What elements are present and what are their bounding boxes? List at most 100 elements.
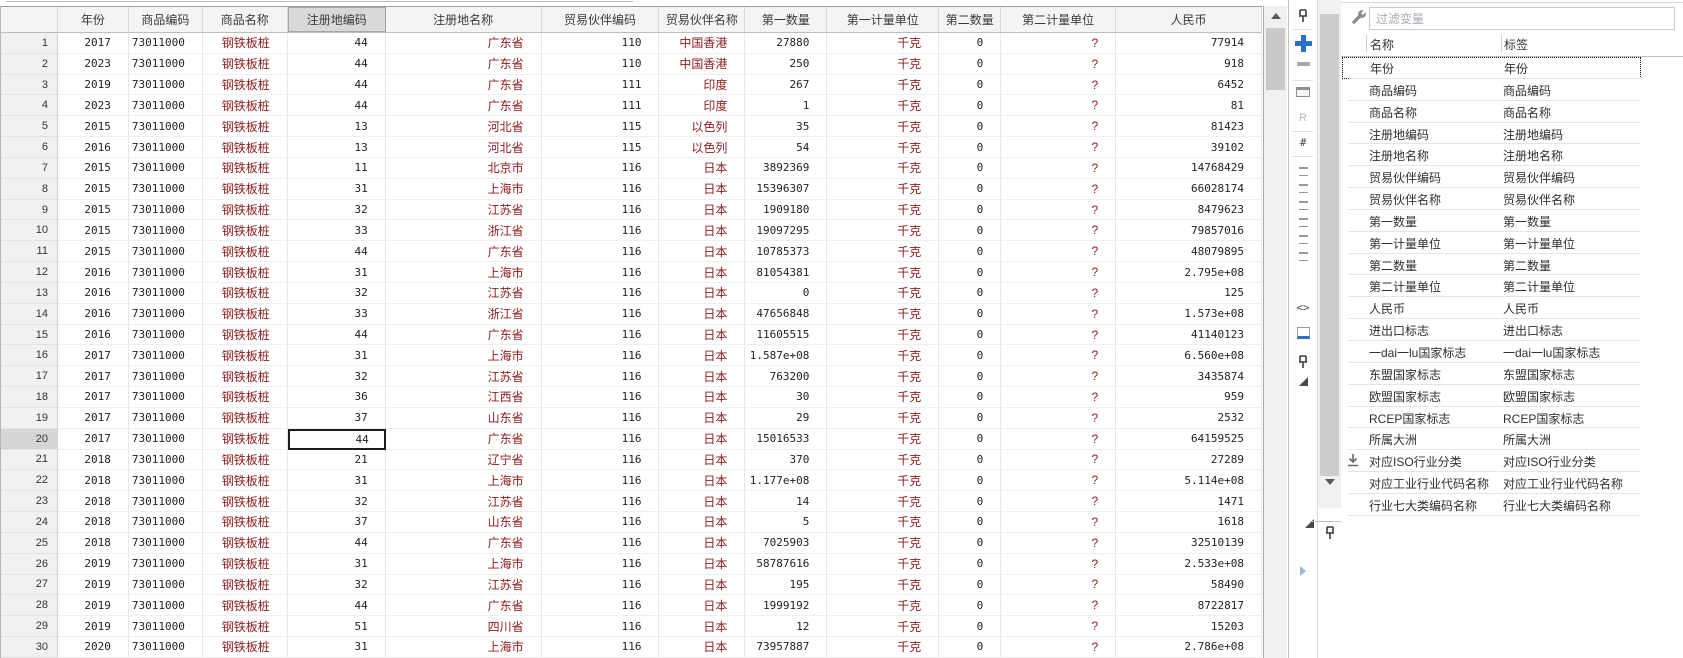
grid-cell[interactable]: 千克 (827, 449, 940, 471)
row-number[interactable]: 4 (1, 95, 58, 117)
grid-cell[interactable]: 116 (541, 387, 660, 408)
grid-cell[interactable]: 73011000 (128, 387, 203, 408)
grid-cell[interactable]: 0 (939, 33, 1002, 54)
grid-cell[interactable]: 钢铁板桩 (202, 407, 288, 429)
grid-cell[interactable]: 日本 (659, 282, 746, 304)
window-icon[interactable] (1289, 87, 1317, 97)
grid-cell[interactable]: ? (1001, 116, 1117, 138)
grid-cell[interactable]: ? (1001, 366, 1117, 388)
grid-cell[interactable]: 73011000 (128, 303, 203, 325)
grid-cell[interactable]: 浙江省 (385, 303, 542, 325)
grid-cell[interactable]: 64159525 (1116, 428, 1262, 450)
grid-cell[interactable]: 0 (745, 282, 828, 304)
grid-cell[interactable]: 0 (939, 512, 1002, 533)
grid-cell[interactable]: ? (1001, 470, 1117, 492)
grid-cell[interactable]: 6452 (1116, 74, 1262, 96)
variable-list-item[interactable]: 贸易伙伴编码 贸易伙伴编码 (1341, 166, 1683, 189)
grid-cell[interactable]: 32 (287, 366, 386, 388)
variable-list-item[interactable]: 进出口标志 进出口标志 (1341, 319, 1683, 341)
grid-cell[interactable]: 73011000 (128, 595, 203, 617)
grid-cell[interactable]: ? (1001, 324, 1117, 346)
grid-cell[interactable]: 2018 (57, 449, 129, 471)
grid-cell[interactable]: 钢铁板桩 (202, 262, 288, 283)
grid-cell[interactable]: 上海市 (385, 470, 542, 492)
grid-cell[interactable]: 30 (745, 387, 828, 408)
grid-cell[interactable]: 7025903 (745, 532, 828, 554)
grid-cell[interactable]: 0 (939, 53, 1002, 75)
grid-cell[interactable]: 31 (287, 178, 386, 200)
grid-cell[interactable]: 267 (745, 74, 828, 96)
grid-cell[interactable]: 上海市 (385, 637, 542, 658)
row-number[interactable]: 27 (1, 574, 58, 596)
row-number[interactable]: 16 (1, 345, 58, 367)
grid-cell[interactable]: 千克 (827, 574, 940, 596)
grid-cell[interactable]: 0 (939, 199, 1002, 221)
grid-cell[interactable]: 2017 (57, 33, 129, 54)
grid-cell[interactable]: 日本 (659, 262, 746, 283)
scroll-up-arrow-icon[interactable] (1264, 6, 1287, 25)
grid-cell[interactable]: 辽宁省 (385, 449, 542, 471)
variable-list-item[interactable]: 欧盟国家标志 欧盟国家标志 (1341, 385, 1683, 407)
grid-cell[interactable]: 73011000 (128, 449, 203, 471)
grid-cell[interactable]: ? (1001, 199, 1117, 221)
grid-cell[interactable]: 千克 (827, 595, 940, 617)
grid-cell[interactable]: 19097295 (745, 220, 828, 242)
grid-cell[interactable]: ? (1001, 428, 1117, 450)
grid-cell[interactable]: 1471 (1116, 491, 1262, 513)
grid-cell[interactable]: 14768429 (1116, 157, 1262, 179)
grid-cell[interactable]: 广东省 (385, 532, 542, 554)
grid-cell[interactable]: 73011000 (128, 616, 203, 638)
column-header[interactable]: 贸易伙伴名称 (659, 7, 746, 32)
row-number[interactable]: 24 (1, 512, 58, 533)
grid-cell[interactable]: 2019 (57, 74, 129, 96)
grid-cell[interactable]: 44 (287, 53, 386, 75)
grid-cell[interactable]: 959 (1116, 387, 1262, 408)
grid-cell[interactable]: 钢铁板桩 (202, 282, 288, 304)
grid-cell[interactable]: 116 (541, 157, 660, 179)
grid-cell[interactable]: 钢铁板桩 (202, 532, 288, 554)
grid-cell[interactable]: 125 (1116, 282, 1262, 304)
grid-cell[interactable]: 3892369 (745, 157, 828, 179)
grid-cell[interactable]: 0 (939, 137, 1002, 158)
grid-cell[interactable]: 2019 (57, 616, 129, 638)
grid-cell[interactable]: 广东省 (385, 53, 542, 75)
grid-cell[interactable]: 14 (745, 491, 828, 513)
grid-cell[interactable]: 31 (287, 553, 386, 575)
grid-cell[interactable]: 0 (939, 282, 1002, 304)
grid-cell[interactable]: 千克 (827, 53, 940, 75)
grid-cell[interactable]: 钢铁板桩 (202, 74, 288, 96)
grid-cell[interactable]: ? (1001, 95, 1117, 117)
grid-cell[interactable]: 0 (939, 157, 1002, 179)
row-number[interactable]: 3 (1, 74, 58, 96)
grid-cell[interactable]: 115 (541, 116, 660, 138)
grid-cell[interactable]: 钢铁板桩 (202, 241, 288, 263)
grid-cell[interactable]: ? (1001, 553, 1117, 575)
grid-cell[interactable]: 江苏省 (385, 366, 542, 388)
grid-cell[interactable]: 36 (287, 387, 386, 408)
grid-cell[interactable]: 2016 (57, 137, 129, 158)
grid-cell[interactable]: 81054381 (745, 262, 828, 283)
grid-cell[interactable]: 116 (541, 324, 660, 346)
grid-cell[interactable]: 116 (541, 241, 660, 263)
grid-cell[interactable]: 116 (541, 449, 660, 471)
grid-cell[interactable]: 千克 (827, 282, 940, 304)
grid-cell[interactable]: 33 (287, 303, 386, 325)
grid-cell[interactable]: 8479623 (1116, 199, 1262, 221)
variable-list-item[interactable]: 第二计量单位 第二计量单位 (1341, 275, 1683, 298)
grid-cell[interactable]: 2015 (57, 178, 129, 200)
grid-cell[interactable]: ? (1001, 178, 1117, 200)
grid-cell[interactable]: 58787616 (745, 553, 828, 575)
grid-cell[interactable]: 8722817 (1116, 595, 1262, 617)
variable-list-item[interactable]: RCEP国家标志 RCEP国家标志 (1341, 407, 1683, 429)
grid-cell[interactable]: 73011000 (128, 178, 203, 200)
grid-cell[interactable]: 日本 (659, 345, 746, 367)
grid-cell[interactable]: 钢铁板桩 (202, 116, 288, 138)
grid-cell[interactable]: 116 (541, 616, 660, 638)
grid-cell[interactable]: 千克 (827, 491, 940, 513)
grid-cell[interactable]: 2018 (57, 491, 129, 513)
grid-cell[interactable]: 73011000 (128, 53, 203, 75)
grid-cell[interactable]: 北京市 (385, 157, 542, 179)
grid-cell[interactable]: ? (1001, 407, 1117, 429)
grid-cell[interactable]: 115 (541, 137, 660, 158)
grid-cell[interactable]: 钢铁板桩 (202, 324, 288, 346)
